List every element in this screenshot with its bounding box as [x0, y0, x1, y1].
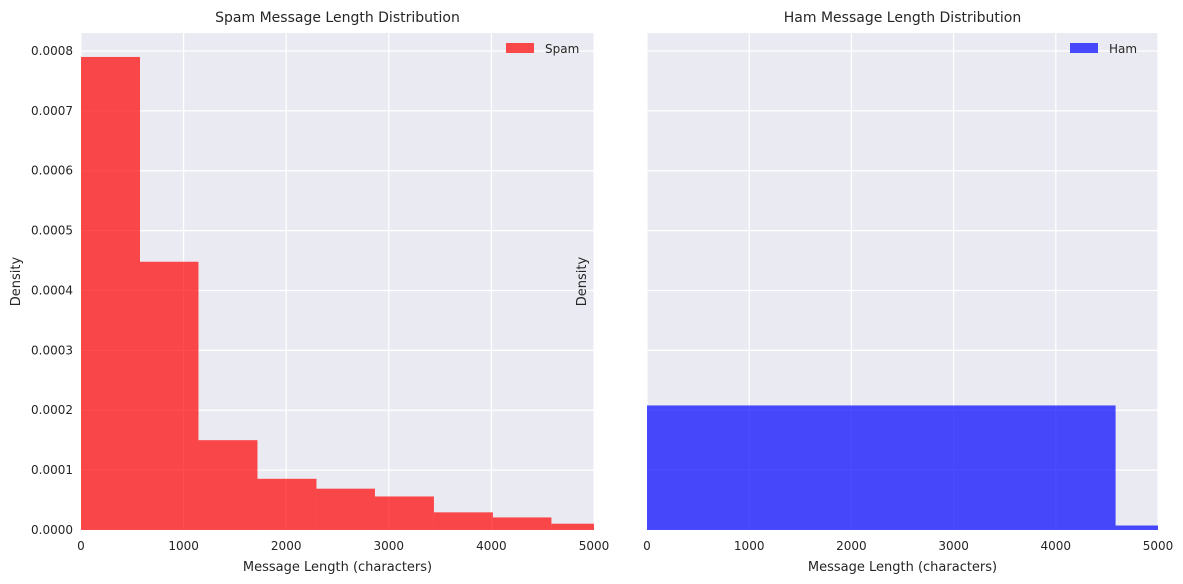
- x-tick-label: 1000: [168, 539, 199, 553]
- x-tick-label: 3000: [374, 539, 405, 553]
- x-tick-label: 5000: [1143, 539, 1174, 553]
- chart-panel-ham: 0 1000 2000 3000 4000 5000 Ham Message Length …: [575, 10, 1174, 575]
- histogram-bar: [492, 517, 552, 530]
- y-axis-label: Density: [9, 256, 24, 306]
- x-tick-label: 1000: [734, 539, 765, 553]
- histogram-bar: [551, 523, 594, 530]
- x-tick-label: 0: [77, 539, 85, 553]
- histogram-bar: [433, 512, 493, 530]
- x-tick-label: 4000: [476, 539, 507, 553]
- histogram-bar: [374, 496, 434, 530]
- histogram-bar: [198, 440, 258, 530]
- chart-panel-spam: 0 1000 2000 3000 4000 5000 0.0000 0.0001 0.0002 0…: [9, 10, 610, 575]
- chart-title: Ham Message Length Distribution: [784, 10, 1021, 26]
- histogram-bar: [139, 261, 199, 530]
- x-tick-label: 5000: [579, 539, 610, 553]
- x-axis-label: Message Length (characters): [243, 560, 432, 575]
- legend: Spam: [506, 42, 579, 56]
- legend-swatch: [506, 43, 534, 53]
- y-tick-label: 0.0007: [31, 104, 73, 118]
- y-tick-label: 0.0001: [31, 463, 73, 477]
- histogram-bar: [81, 56, 140, 530]
- x-tick-label: 0: [643, 539, 651, 553]
- legend-swatch: [1070, 43, 1098, 53]
- histogram-bar: [257, 478, 317, 530]
- y-tick-label: 0.0000: [31, 523, 73, 537]
- legend-label: Spam: [545, 42, 579, 56]
- x-tick-label: 3000: [938, 539, 969, 553]
- y-axis-label: Density: [575, 256, 590, 306]
- x-tick-label: 2000: [836, 539, 867, 553]
- y-tick-label: 0.0005: [31, 224, 73, 238]
- bars: [81, 56, 594, 530]
- histogram-bar: [316, 488, 375, 530]
- legend-label: Ham: [1109, 42, 1137, 56]
- histogram-bar: [1115, 525, 1158, 530]
- histogram-bar: [647, 405, 1116, 530]
- y-tick-label: 0.0003: [31, 343, 73, 357]
- y-tick-label: 0.0004: [31, 283, 73, 297]
- y-tick-label: 0.0002: [31, 403, 73, 417]
- legend: Ham: [1070, 42, 1137, 56]
- x-tick-label: 4000: [1041, 539, 1072, 553]
- x-axis-label: Message Length (characters): [808, 560, 997, 575]
- chart-title: Spam Message Length Distribution: [215, 10, 460, 26]
- x-tick-label: 2000: [271, 539, 302, 553]
- y-tick-label: 0.0006: [31, 164, 73, 178]
- bars: [647, 405, 1158, 530]
- y-tick-label: 0.0008: [31, 44, 73, 58]
